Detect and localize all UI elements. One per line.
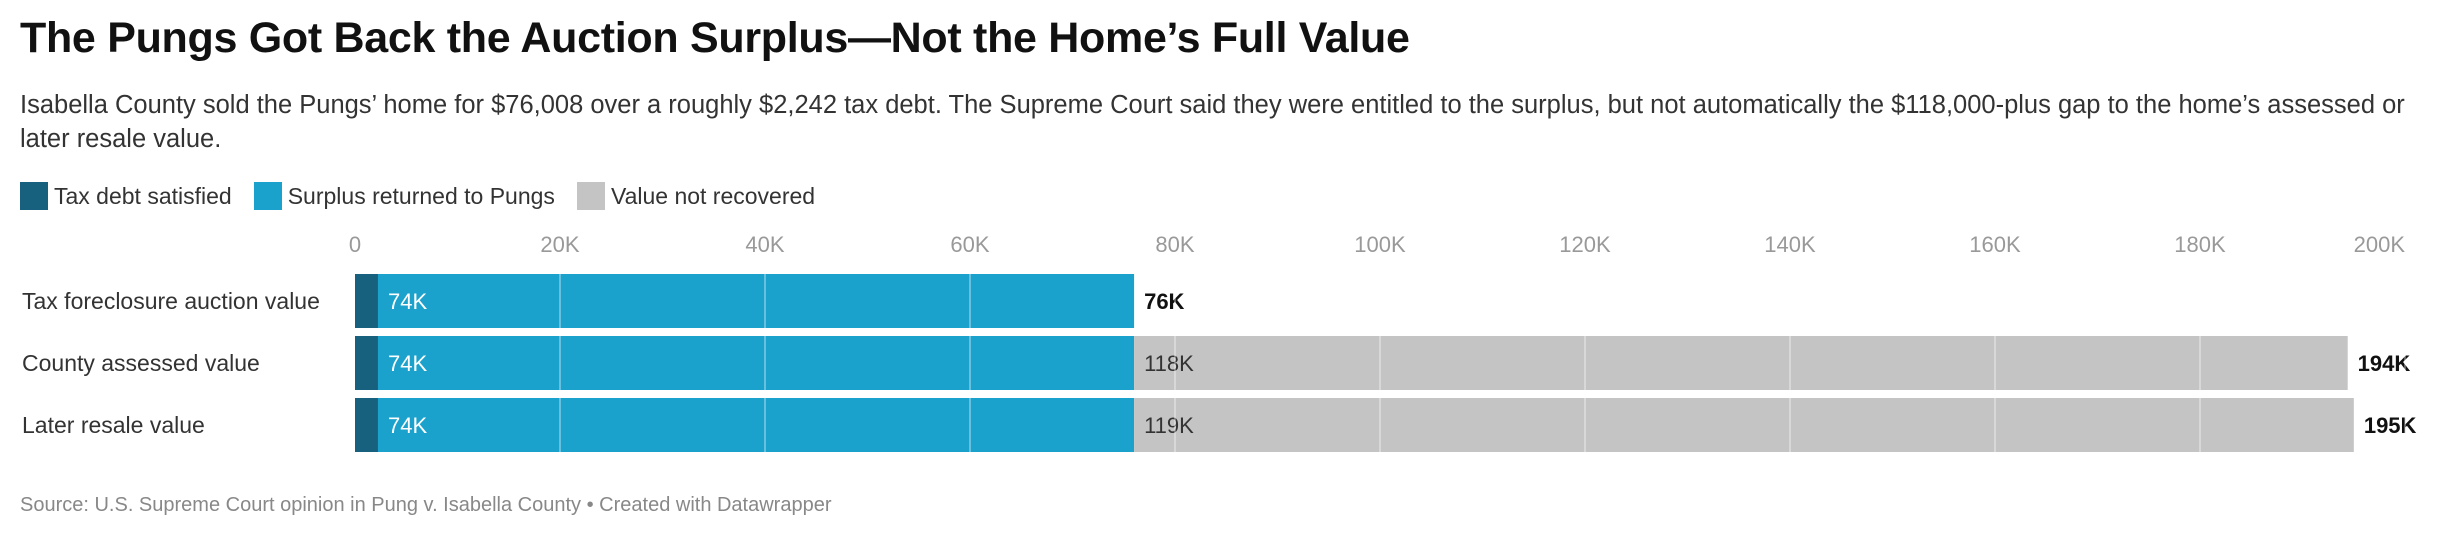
total-label: 194K [2358, 351, 2411, 376]
source-note: Source: U.S. Supreme Court opinion in Pu… [20, 494, 832, 516]
bar-segment [377, 274, 1135, 328]
category-label: County assessed value [22, 350, 260, 376]
x-tick-label: 120K [1559, 232, 1611, 257]
x-tick-label: 60K [950, 232, 989, 257]
segment-label: 74K [388, 289, 427, 314]
legend-label-surplus: Surplus returned to Pungs [287, 182, 555, 209]
legend-swatch-tax-debt [20, 182, 48, 210]
bar-segment [377, 398, 1135, 452]
x-tick-label: 20K [540, 232, 579, 257]
stacked-bar-chart: 0 20K 40K 60K 80K 100K 120K 140K 160K 180K 200K Tax… [22, 232, 2417, 452]
segment-label: 74K [388, 351, 427, 376]
legend-label-not-recovered: Value not recovered [610, 182, 816, 209]
x-tick-label: 140K [1764, 232, 1816, 257]
legend-item-not-recovered: Value not recovered [576, 182, 816, 210]
bar-segment [355, 398, 378, 452]
bar-segment [1134, 398, 2354, 452]
bar-segment [355, 336, 378, 390]
total-label: 195K [2364, 413, 2417, 438]
x-tick-label: 40K [745, 232, 784, 257]
category-label: Later resale value [22, 412, 205, 438]
x-tick-label: 200K [2354, 232, 2406, 257]
legend-label-tax-debt: Tax debt satisfied [54, 182, 232, 209]
legend-item-surplus: Surplus returned to Pungs [253, 182, 555, 210]
x-tick-label: 100K [1354, 232, 1406, 257]
x-tick-label: 180K [2174, 232, 2226, 257]
legend: Tax debt satisfied Surplus returned to P… [20, 180, 837, 212]
category-label: Tax foreclosure auction value [22, 288, 320, 314]
chart-title: The Pungs Got Back the Auction Surplus—N… [20, 14, 1410, 62]
bar-segment [377, 336, 1135, 390]
legend-swatch-not-recovered [576, 182, 605, 210]
total-label: 76K [1144, 289, 1184, 314]
segment-label: 119K [1144, 413, 1194, 438]
bar-segment [1134, 336, 2348, 390]
bar-segment [355, 274, 378, 328]
chart-subtitle: Isabella County sold the Pungs’ home for… [20, 91, 2405, 153]
x-tick-label: 80K [1155, 232, 1194, 257]
x-tick-label: 160K [1969, 232, 2021, 257]
x-tick-label: 0 [349, 232, 361, 257]
legend-item-tax-debt: Tax debt satisfied [20, 182, 232, 210]
segment-label: 118K [1144, 351, 1194, 376]
legend-swatch-surplus [253, 182, 282, 210]
segment-label: 74K [388, 413, 427, 438]
